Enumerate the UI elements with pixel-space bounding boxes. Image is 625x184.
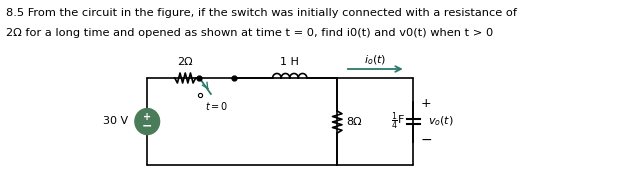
Text: −: − [421,132,432,146]
Text: 30 V: 30 V [103,116,128,127]
Text: +: + [143,112,151,123]
Circle shape [135,109,159,135]
Text: 2Ω: 2Ω [177,57,193,67]
Text: $t=0$: $t=0$ [205,100,229,112]
Text: −: − [142,120,152,133]
Text: 8Ω: 8Ω [347,117,362,127]
Text: 8.5 From the circuit in the figure, if the switch was initially connected with a: 8.5 From the circuit in the figure, if t… [6,8,517,18]
Text: $\frac{1}{4}$F: $\frac{1}{4}$F [391,111,404,132]
Text: $i_o(t)$: $i_o(t)$ [364,53,386,67]
Text: 2Ω for a long time and opened as shown at time t = 0, find i0(t) and v0(t) when : 2Ω for a long time and opened as shown a… [6,28,493,38]
Text: +: + [421,97,431,110]
Text: $v_o(t)$: $v_o(t)$ [428,115,454,128]
Text: 1 H: 1 H [280,57,299,67]
